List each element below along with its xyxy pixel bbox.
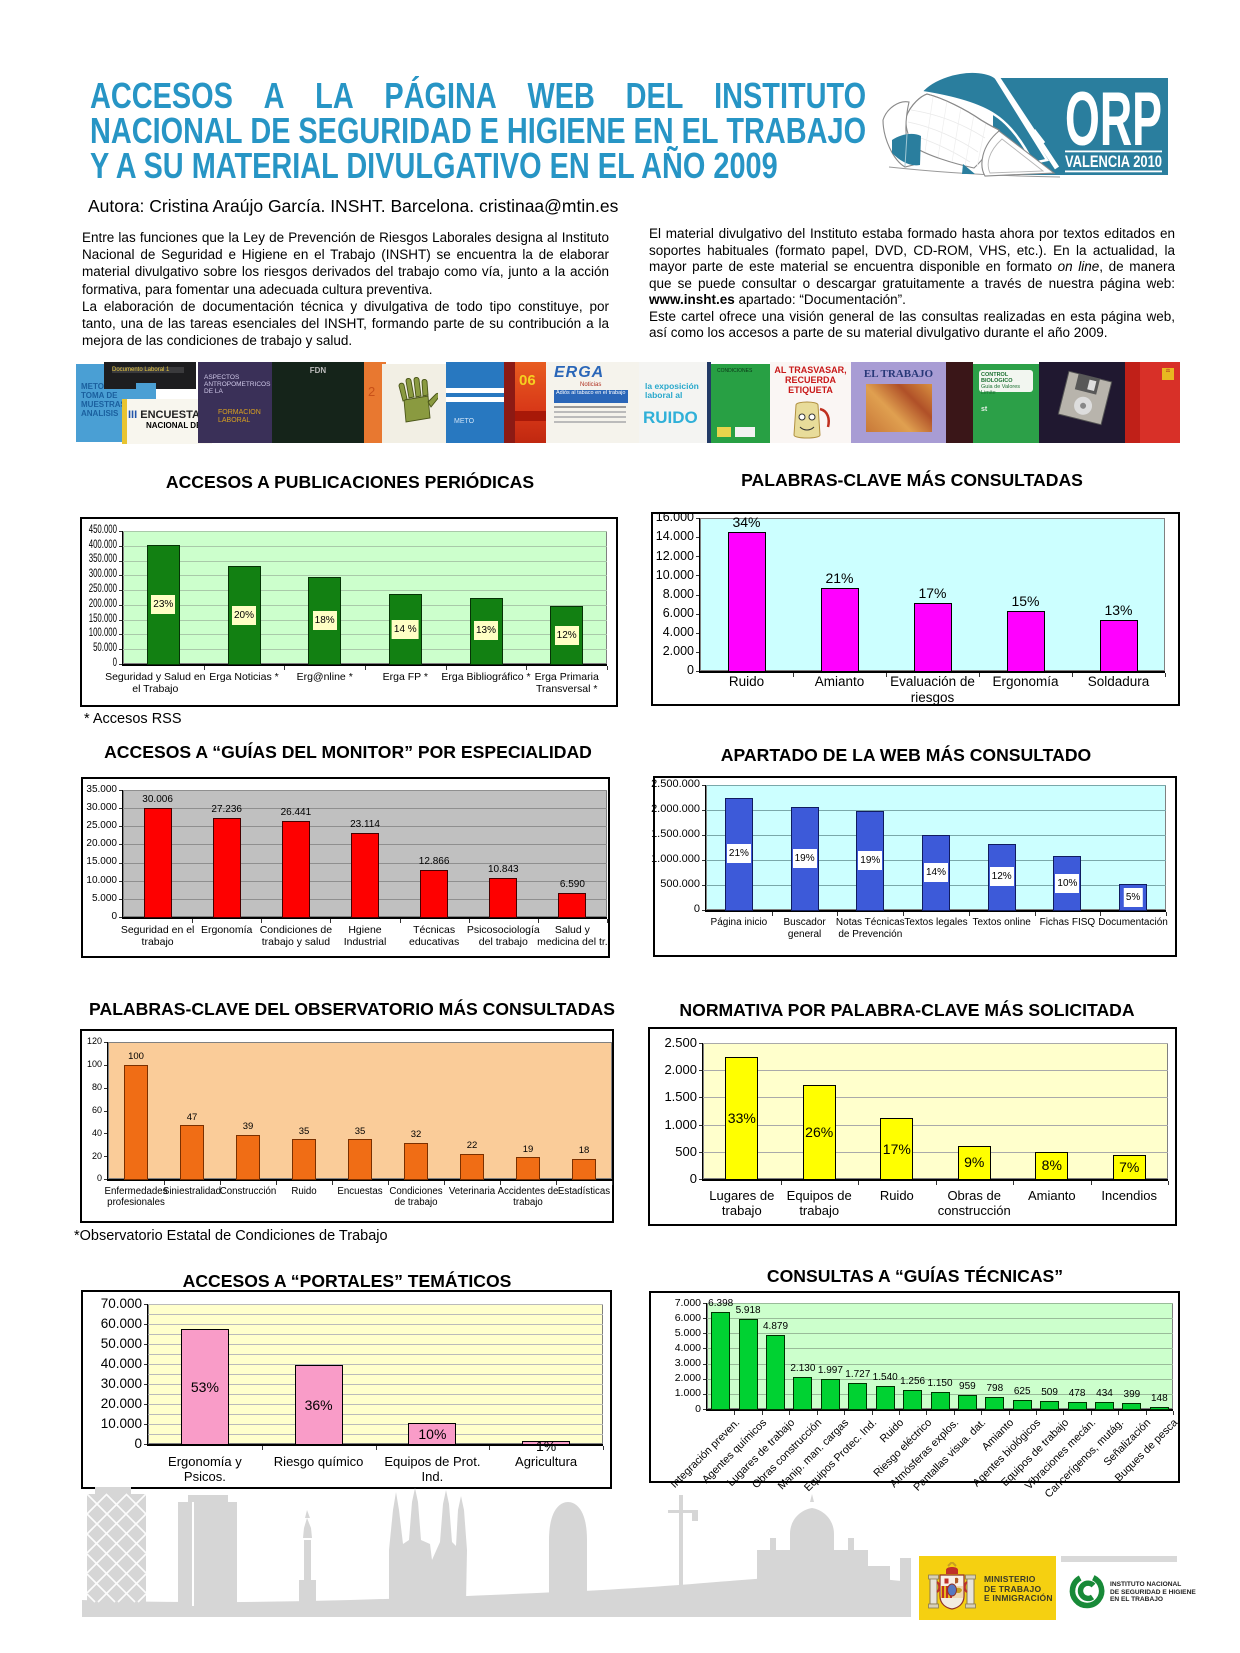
svg-text:VALENCIA 2010: VALENCIA 2010 (1065, 153, 1162, 171)
svg-text:ORP: ORP (1065, 77, 1162, 162)
